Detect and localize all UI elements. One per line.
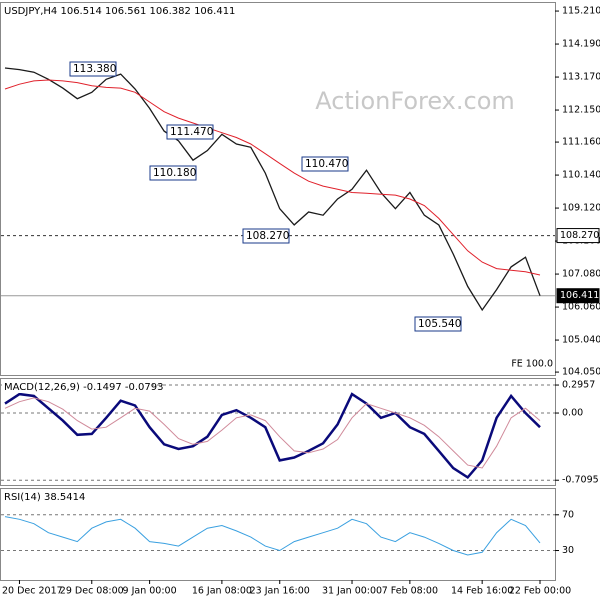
annotation-box <box>301 156 349 172</box>
y-tick-label: 104.050 <box>562 367 600 378</box>
annotation-box <box>69 61 117 77</box>
annotation-box <box>414 316 462 332</box>
annotation-box <box>149 165 197 181</box>
y-tick-label: 106.060 <box>562 302 600 313</box>
level-box <box>556 288 600 304</box>
annotation-box <box>166 124 214 140</box>
x-tick-label: 14 Feb 16:00 <box>451 586 513 597</box>
y-tick-label: -0.7095 <box>562 475 599 486</box>
y-tick-label: 0.2957 <box>562 380 595 391</box>
x-tick-label: 29 Dec 08:00 <box>60 586 124 597</box>
y-tick-label: 107.080 <box>562 269 600 280</box>
y-tick-label: 30 <box>562 545 574 556</box>
annotation: FE 100.0 <box>511 359 553 370</box>
panel-frame <box>0 2 556 376</box>
series-line <box>4 79 541 276</box>
y-tick-label: 70 <box>562 509 574 520</box>
x-tick-label: 16 Jan 08:00 <box>192 586 252 597</box>
watermark: ActionForex.com <box>315 87 515 115</box>
panel-title: MACD(12,26,9) -0.1497 -0.0793 <box>4 382 164 393</box>
y-tick-label: 113.170 <box>562 72 600 83</box>
x-tick-label: 31 Jan 00:00 <box>322 586 382 597</box>
y-tick-label: 110.140 <box>562 170 600 181</box>
x-tick-label: 23 Jan 16:00 <box>250 586 310 597</box>
x-tick-label: 7 Feb 08:00 <box>382 586 438 597</box>
series-line <box>4 516 541 556</box>
title-bg <box>2 380 152 393</box>
series-line <box>4 67 541 312</box>
annotation-box <box>242 228 290 244</box>
level-box <box>556 228 600 244</box>
x-tick-label: 9 Jan 00:00 <box>123 586 177 597</box>
title-bg <box>2 490 80 503</box>
y-tick-label: 112.150 <box>562 105 600 116</box>
series-line <box>4 392 541 480</box>
annotation: 110.470 <box>305 158 348 170</box>
annotation: 105.540 <box>418 318 461 330</box>
title-bg <box>2 4 218 17</box>
panel-title: RSI(14) 38.5414 <box>4 492 85 503</box>
x-tick-label: 22 Feb 00:00 <box>509 586 571 597</box>
series-line <box>4 397 541 469</box>
x-tick-label: 20 Dec 2017 <box>2 586 63 597</box>
annotation: 111.470 <box>170 126 213 138</box>
level-label: 108.270 <box>560 230 599 241</box>
panel-frame <box>0 378 556 486</box>
y-tick-label: 114.190 <box>562 39 600 50</box>
panel-frame <box>0 488 556 581</box>
annotation: 113.380 <box>73 63 116 75</box>
y-tick-label: 0.00 <box>562 408 583 419</box>
y-tick-label: 105.040 <box>562 335 600 346</box>
panel-title: USDJPY,H4 106.514 106.561 106.382 106.41… <box>4 6 235 17</box>
y-tick-label: 115.210 <box>562 6 600 17</box>
annotation: 108.270 <box>246 230 289 242</box>
y-tick-label: 109.120 <box>562 203 600 214</box>
annotation: 110.180 <box>153 167 196 179</box>
level-label: 106.411 <box>560 290 599 301</box>
y-tick-label: 111.160 <box>562 137 600 148</box>
